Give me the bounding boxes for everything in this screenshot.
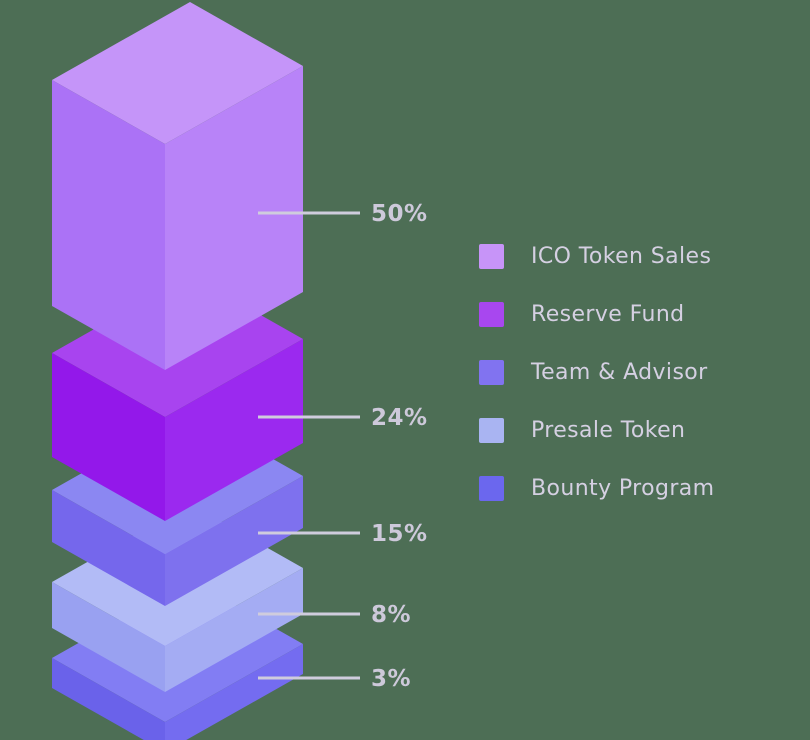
block-bounty-program-left-face [52,658,165,740]
block-ico-token-sales-left-face [52,80,165,370]
legend-label: Bounty Program [531,476,715,501]
legend-item-bounty-program: Bounty Program [479,476,715,501]
legend-item-team-advisor: Team & Advisor [479,360,715,385]
block-ico-token-sales-right-face [165,66,303,370]
percent-label-presale-token: 8% [371,602,411,628]
legend-swatch-icon [479,476,504,501]
legend-item-presale-token: Presale Token [479,418,715,443]
legend-swatch-icon [479,244,504,269]
percent-label-ico-token-sales: 50% [371,201,428,227]
legend-swatch-icon [479,418,504,443]
legend: ICO Token Sales Reserve Fund Team & Advi… [479,244,715,534]
legend-label: ICO Token Sales [531,244,712,269]
block-presale-token-left-face [52,582,165,692]
block-ico-token-sales-top-face [52,2,303,144]
block-reserve-fund-left-face [52,353,165,521]
legend-label: Presale Token [531,418,686,443]
block-team-advisor-left-face [52,490,165,606]
percent-label-team-advisor: 15% [371,521,428,547]
block-bounty-program-right-face [165,644,303,740]
block-reserve-fund-right-face [165,339,303,521]
legend-swatch-icon [479,360,504,385]
legend-item-ico-token-sales: ICO Token Sales [479,244,715,269]
legend-label: Team & Advisor [531,360,708,385]
percent-label-reserve-fund: 24% [371,405,428,431]
block-presale-token-right-face [165,568,303,692]
percent-label-bounty-program: 3% [371,666,411,692]
block-team-advisor-right-face [165,476,303,606]
legend-swatch-icon [479,302,504,327]
legend-item-reserve-fund: Reserve Fund [479,302,715,327]
legend-label: Reserve Fund [531,302,685,327]
